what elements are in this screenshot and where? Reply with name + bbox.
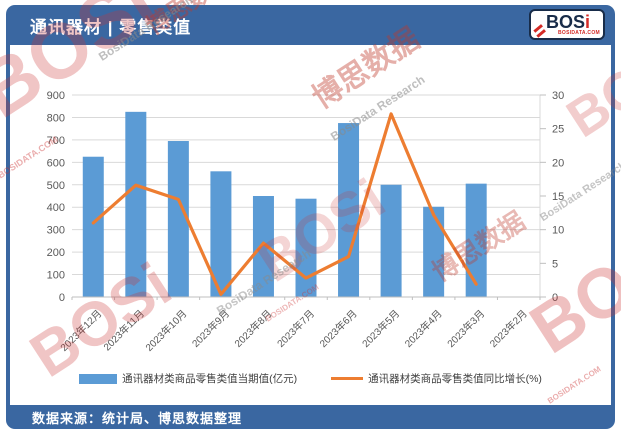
x-axis-category-label: 2023年8月	[232, 307, 275, 350]
x-axis-category-label: 2023年10月	[143, 307, 190, 354]
right-axis-tick-label: 0	[552, 292, 558, 304]
chart-content: 0 100 200 300 400 500 600 700 800 900 0 5 10 15 20 25 30…	[6, 45, 615, 405]
x-axis-category-label: 2023年5月	[359, 307, 402, 350]
legend-item-line-series: 通讯器材类商品零售类值同比增长(%)	[331, 371, 542, 386]
x-axis-category-label: 2023年11月	[101, 307, 147, 353]
chart-area: 0 100 200 300 400 500 600 700 800 900 0 5 10 15 20 25 30…	[10, 45, 611, 372]
right-axis-tick-label: 5	[552, 258, 558, 270]
bosi-logo: BOSi BOSIDATA.COM	[529, 9, 605, 40]
right-axis-tick-label: 20	[552, 157, 564, 169]
right-axis-tick-label: 30	[552, 90, 564, 102]
x-axis-category-label: 2023年7月	[274, 307, 317, 350]
left-axis-tick-label: 0	[59, 292, 65, 304]
bar	[338, 123, 360, 297]
line-series	[91, 112, 478, 296]
left-axis-tick-label: 700	[47, 135, 65, 147]
left-axis-tick-label: 300	[47, 225, 65, 237]
bar	[465, 183, 487, 297]
left-axis-tick-label: 500	[47, 180, 65, 192]
legend-label: 通讯器材类商品零售类值当期值(亿元)	[122, 373, 298, 385]
left-axis-tick-label: 200	[47, 247, 65, 259]
footer-bar: 数据来源：统计局、博思数据整理	[6, 405, 615, 429]
bar-series-swatch	[79, 373, 118, 384]
right-axis-tick-label: 10	[552, 225, 564, 237]
bar	[252, 196, 274, 297]
bar	[423, 206, 445, 297]
legend-label: 通讯器材类商品零售类值同比增长(%)	[368, 373, 542, 385]
x-axis-category-label: 2023年2月	[487, 307, 530, 350]
chart-legend: 通讯器材类商品零售类值当期值(亿元) 通讯器材类商品零售类值同比增长(%)	[10, 371, 611, 386]
left-axis-tick-label: 800	[47, 112, 65, 124]
x-axis-category-label: 2023年6月	[317, 307, 360, 350]
left-axis-tick-label: 100	[47, 270, 65, 282]
x-axis-category-label: 2023年4月	[402, 307, 445, 350]
bosi-logo-bos: BOS	[546, 12, 586, 32]
bar	[295, 198, 317, 297]
chart-svg: 0 100 200 300 400 500 600 700 800 900 0 5 10 15 20 25 30…	[47, 90, 565, 354]
x-axis-category-label: 2023年9月	[189, 307, 232, 350]
bar	[380, 184, 402, 297]
left-axis-tick-label: 400	[47, 202, 65, 214]
bosi-logo-text: BOSi	[546, 11, 590, 33]
header-bar: 通讯器材 | 零售类值 BOSi BOSIDATA.COM	[6, 5, 615, 45]
bar	[82, 156, 104, 297]
bar	[167, 141, 189, 297]
page-title: 通讯器材 | 零售类值	[30, 17, 192, 37]
right-axis-tick-label: 25	[552, 124, 564, 136]
bosi-logo-domain: BOSIDATA.COM	[557, 30, 600, 36]
bar	[210, 171, 232, 297]
right-axis-tick-label: 15	[552, 191, 564, 203]
data-source-text: 数据来源：统计局、博思数据整理	[32, 410, 243, 426]
bosi-logo-i: i	[585, 12, 591, 32]
x-axis-category-label: 2023年3月	[444, 307, 487, 350]
left-axis-tick-label: 600	[47, 157, 65, 169]
left-axis-tick-label: 900	[47, 90, 65, 102]
bar	[125, 111, 147, 297]
line-series-swatch	[331, 377, 364, 380]
x-axis-category-label: 2023年12月	[57, 307, 104, 354]
legend-item-bar-series: 通讯器材类商品零售类值当期值(亿元)	[79, 371, 297, 386]
